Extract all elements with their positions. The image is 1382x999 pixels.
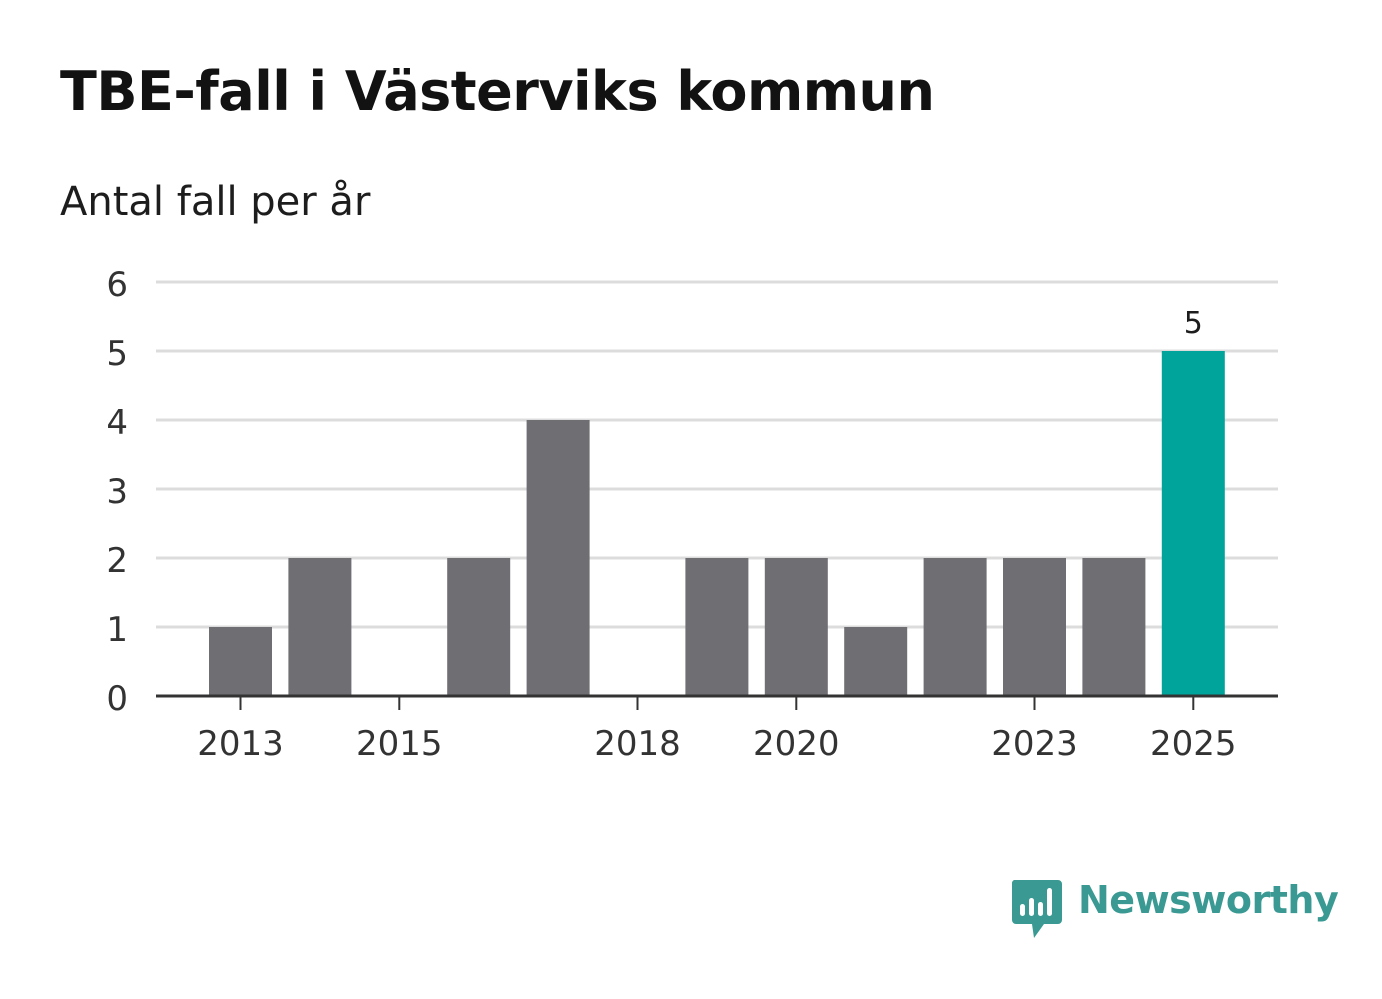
x-tick-label: 2025 xyxy=(1150,724,1237,764)
bar-2013 xyxy=(209,627,272,696)
x-tick-label: 2013 xyxy=(197,724,284,764)
chart-title: TBE-fall i Västerviks kommun xyxy=(60,60,935,123)
bar-2019 xyxy=(685,558,749,696)
bar-2024 xyxy=(1082,558,1146,696)
y-tick-label: 3 xyxy=(106,472,128,512)
chart-subtitle: Antal fall per år xyxy=(60,179,371,225)
brand-name: Newsworthy xyxy=(1078,878,1339,922)
bar-2021 xyxy=(844,627,908,696)
x-tick-label: 2015 xyxy=(356,724,443,764)
y-tick-label: 1 xyxy=(106,610,128,650)
bar-2023 xyxy=(1003,558,1066,696)
bar-2022 xyxy=(923,558,987,696)
bar-2014 xyxy=(288,558,352,696)
bar-2025 xyxy=(1161,351,1225,696)
x-tick-label: 2018 xyxy=(594,724,681,764)
x-tick-label: 2020 xyxy=(753,724,840,764)
bar-2016 xyxy=(447,558,511,696)
x-tick-label: 2023 xyxy=(991,724,1078,764)
newsworthy-brand: Newsworthy xyxy=(1010,878,1339,940)
y-tick-label: 2 xyxy=(106,541,128,581)
bar-2020 xyxy=(764,558,828,696)
y-tick-label: 6 xyxy=(106,265,128,305)
y-tick-label: 0 xyxy=(106,679,128,719)
data-label: 5 xyxy=(1184,306,1203,341)
newsworthy-logo-icon xyxy=(1011,880,1062,938)
bar-2017 xyxy=(526,420,590,696)
y-tick-label: 5 xyxy=(106,334,128,374)
y-tick-label: 4 xyxy=(106,403,128,443)
